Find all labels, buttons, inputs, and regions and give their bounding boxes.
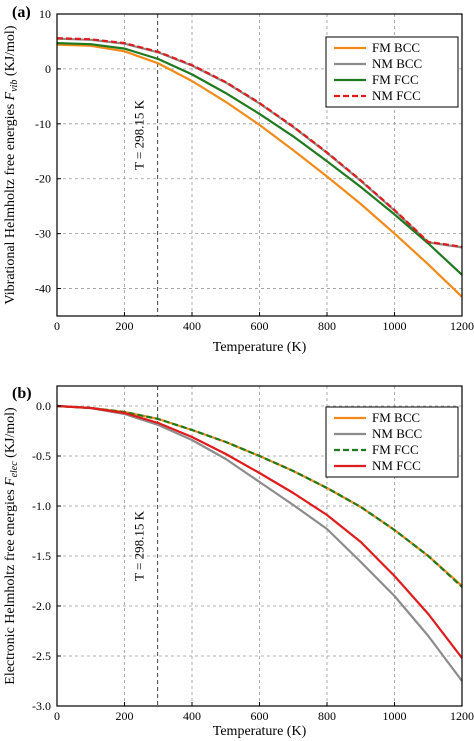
x-axis-label: Temperature (K) — [213, 724, 307, 739]
x-tick-label: 0 — [54, 319, 60, 333]
y-tick-label: -1.0 — [32, 499, 51, 513]
series-line-fm-fcc — [56, 42, 463, 276]
chart-panel-b: T = 298.15 K 0 200 400 600 800 1000 1200 -3.0 -2.… — [3, 385, 474, 739]
legend-label: NM FCC — [372, 88, 421, 103]
x-tick-label: 1200 — [450, 319, 474, 333]
legend-label: FM FCC — [372, 442, 419, 457]
chart-panel-a: T = 298.15 K 0 200 400 600 800 1000 1200 -40 -30 -… — [3, 4, 474, 355]
y-tick-label: -0.5 — [32, 449, 51, 463]
reference-line-label: T = 298.15 K — [132, 510, 147, 581]
y-tick-label: -10 — [35, 117, 51, 131]
x-tick-label: 800 — [318, 319, 336, 333]
legend-label: NM FCC — [372, 458, 421, 473]
y-tick-label: -20 — [35, 172, 51, 186]
x-tick-label: 0 — [54, 709, 60, 723]
y-tick-label: -2.5 — [32, 649, 51, 663]
y-tick-label: 0 — [45, 62, 51, 76]
x-tick-label: 1000 — [383, 709, 407, 723]
y-tick-label: -3.0 — [32, 699, 51, 713]
x-tick-label: 200 — [116, 319, 134, 333]
reference-line-label: T = 298.15 K — [132, 99, 147, 170]
x-tick-label: 400 — [183, 319, 201, 333]
y-tick-label: -1.5 — [32, 549, 51, 563]
series-line-nm-fcc — [56, 404, 463, 659]
x-tick-label: 200 — [116, 709, 134, 723]
y-tick-label: -30 — [35, 227, 51, 241]
x-tick-label: 1000 — [383, 319, 407, 333]
x-tick-label: 600 — [251, 709, 269, 723]
series-line-fm-bcc — [56, 43, 463, 298]
x-tick-label: 600 — [251, 319, 269, 333]
legend-label: NM BCC — [372, 426, 422, 441]
x-tick-label: 1200 — [450, 709, 474, 723]
x-axis-label: Temperature (K) — [213, 340, 307, 355]
legend-label: NM BCC — [372, 56, 422, 71]
legend-label: FM BCC — [372, 410, 420, 425]
y-axis-label: Vibrational Helmholtz free energies Fvib… — [3, 25, 20, 304]
panel-label: (a) — [12, 4, 31, 21]
y-tick-label: 10 — [39, 7, 51, 21]
y-tick-label: 0.0 — [36, 399, 51, 413]
y-axis-label: Electronic Helmholtz free energies Felec… — [3, 407, 20, 685]
series-line-nm-fcc — [56, 37, 463, 248]
panel-label: (b) — [12, 385, 32, 402]
y-tick-label: -40 — [35, 282, 51, 296]
legend-label: FM FCC — [372, 72, 419, 87]
x-tick-label: 800 — [318, 709, 336, 723]
legend-label: FM BCC — [372, 40, 420, 55]
y-tick-label: -2.0 — [32, 599, 51, 613]
x-tick-label: 400 — [183, 709, 201, 723]
